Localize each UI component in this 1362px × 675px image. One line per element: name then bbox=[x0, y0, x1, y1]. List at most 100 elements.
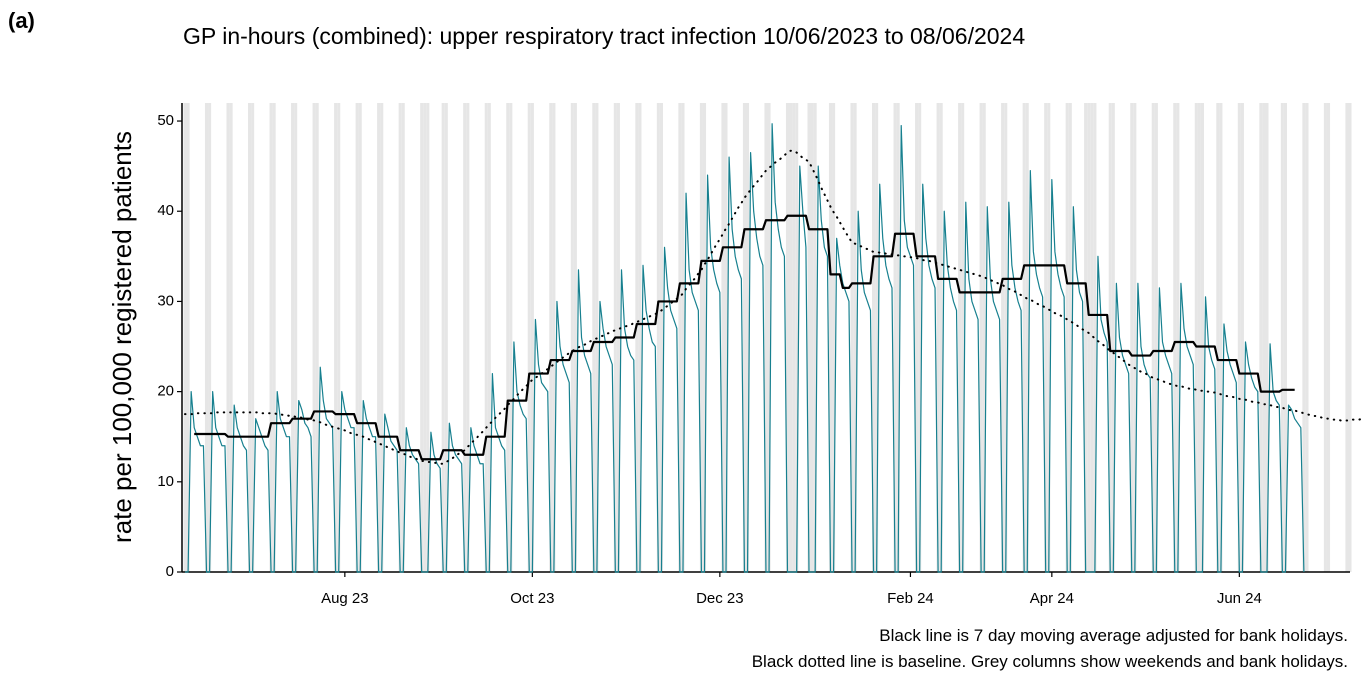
weekend-column bbox=[828, 103, 833, 572]
weekend-column bbox=[530, 103, 534, 572]
weekend-column bbox=[1130, 103, 1134, 572]
weekend-column bbox=[1093, 103, 1097, 572]
weekend-column bbox=[915, 103, 919, 572]
weekend-column bbox=[918, 103, 922, 572]
y-tick-label: 20 bbox=[157, 383, 174, 400]
weekend-column bbox=[1262, 103, 1266, 572]
y-axis-label: rate per 100,000 registered patients bbox=[107, 131, 137, 543]
weekend-column bbox=[1345, 103, 1349, 572]
weekend-column bbox=[401, 103, 405, 572]
weekend-column bbox=[358, 103, 362, 572]
panel-label: (a) bbox=[8, 8, 35, 33]
weekend-column bbox=[1197, 103, 1201, 572]
weekend-column bbox=[527, 103, 531, 572]
weekend-column bbox=[1090, 103, 1094, 572]
x-tick-label: Jun 24 bbox=[1217, 590, 1262, 607]
weekend-column bbox=[1154, 103, 1158, 572]
weekend-column bbox=[659, 103, 663, 572]
y-tick-label: 0 bbox=[166, 563, 174, 580]
weekend-column bbox=[595, 103, 599, 572]
weekend-column bbox=[1044, 103, 1048, 572]
weekend-column bbox=[785, 103, 790, 572]
weekend-column bbox=[248, 103, 252, 572]
weekend-column bbox=[183, 103, 187, 572]
weekend-column bbox=[1108, 103, 1112, 572]
weekend-column bbox=[635, 103, 639, 572]
weekend-column bbox=[1237, 103, 1241, 572]
weekend-column bbox=[1194, 103, 1198, 572]
weekend-column bbox=[334, 103, 338, 572]
weekend-column bbox=[1087, 103, 1091, 572]
weekend-column bbox=[377, 103, 381, 572]
weekend-column bbox=[463, 103, 467, 572]
weekend-column bbox=[420, 103, 424, 572]
weekend-column bbox=[592, 103, 596, 572]
weekend-column bbox=[896, 103, 900, 572]
weekend-column bbox=[251, 103, 255, 572]
weekend-column bbox=[1173, 103, 1177, 572]
x-tick-label: Apr 24 bbox=[1030, 590, 1074, 607]
x-tick-label: Oct 23 bbox=[510, 590, 554, 607]
footnotes: Black line is 7 day moving average adjus… bbox=[752, 623, 1348, 675]
weekend-column bbox=[444, 103, 448, 572]
weekend-column bbox=[1280, 103, 1284, 572]
weekend-column bbox=[1047, 103, 1051, 572]
weekend-column bbox=[337, 103, 341, 572]
weekend-column bbox=[1216, 103, 1220, 572]
weekend-column bbox=[1001, 103, 1005, 572]
weekend-column bbox=[466, 103, 470, 572]
weekend-column bbox=[204, 103, 209, 572]
weekend-column bbox=[681, 103, 685, 572]
weekend-column bbox=[1084, 103, 1088, 572]
weekend-column bbox=[1302, 103, 1306, 572]
weekend-column bbox=[982, 103, 986, 572]
weekend-column bbox=[1323, 103, 1327, 572]
weekend-column bbox=[1283, 103, 1287, 572]
weekend-column bbox=[961, 103, 965, 572]
weekend-column bbox=[355, 103, 359, 572]
weekend-column bbox=[742, 103, 746, 572]
weekend-column bbox=[229, 103, 233, 572]
weekend-column bbox=[1240, 103, 1244, 572]
y-tick-label: 50 bbox=[157, 112, 174, 129]
weekend-column bbox=[745, 103, 750, 572]
weekend-column bbox=[291, 103, 295, 572]
weekend-column bbox=[721, 103, 725, 572]
weekend-column bbox=[764, 103, 768, 572]
weekend-column bbox=[549, 103, 553, 572]
weekend-column bbox=[226, 103, 230, 572]
weekend-column bbox=[810, 103, 814, 572]
weekend-column bbox=[398, 103, 402, 572]
weekend-column bbox=[1151, 103, 1155, 572]
weekend-column bbox=[699, 103, 703, 572]
weekend-column bbox=[487, 103, 491, 572]
weekend-column bbox=[1176, 103, 1180, 572]
series-line bbox=[185, 123, 1305, 573]
x-tick-label: Feb 24 bbox=[887, 590, 934, 607]
x-tick-label: Aug 23 bbox=[321, 590, 369, 607]
weekend-column bbox=[1025, 103, 1029, 572]
weekend-column bbox=[656, 103, 660, 572]
weekend-column bbox=[958, 103, 962, 572]
weekend-column bbox=[1265, 103, 1269, 572]
weekend-column bbox=[1111, 103, 1115, 572]
weekend-column bbox=[936, 103, 940, 572]
weekend-column bbox=[380, 103, 384, 572]
weekend-column bbox=[1004, 103, 1008, 572]
weekend-column bbox=[789, 103, 793, 572]
y-tick-label: 10 bbox=[157, 473, 174, 490]
chart-title: GP in-hours (combined): upper respirator… bbox=[183, 23, 1026, 49]
weekend-column bbox=[702, 103, 707, 572]
weekend-column bbox=[315, 103, 319, 572]
weekend-column bbox=[294, 103, 298, 572]
series-line bbox=[184, 149, 1362, 465]
weekend-column bbox=[423, 103, 427, 572]
weekend-column bbox=[506, 103, 510, 572]
weekend-column bbox=[269, 103, 273, 572]
weekend-column bbox=[1200, 103, 1204, 572]
weekend-column bbox=[813, 103, 817, 572]
weekend-column bbox=[1133, 103, 1137, 572]
x-tick-label: Dec 23 bbox=[696, 590, 744, 607]
